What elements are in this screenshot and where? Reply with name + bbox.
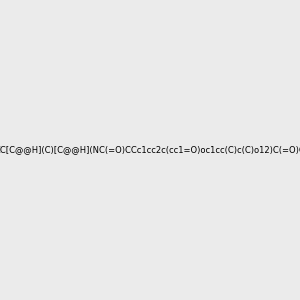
Text: CC[C@@H](C)[C@@H](NC(=O)CCc1cc2c(cc1=O)oc1cc(C)c(C)o12)C(=O)O: CC[C@@H](C)[C@@H](NC(=O)CCc1cc2c(cc1=O)o… [0,146,300,154]
